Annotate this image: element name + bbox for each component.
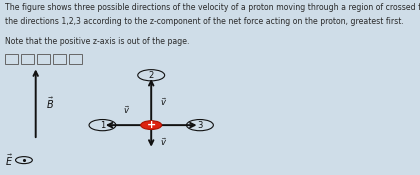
Text: The figure shows three possible directions of the velocity of a proton moving th: The figure shows three possible directio… [5, 4, 420, 12]
Text: $\vec{E}$: $\vec{E}$ [5, 152, 13, 168]
Text: Note that the positive z-axis is out of the page.: Note that the positive z-axis is out of … [5, 37, 189, 46]
Text: +: + [147, 120, 156, 130]
Bar [5, 54, 18, 64]
Bar [69, 54, 82, 64]
Text: $\vec{B}$: $\vec{B}$ [46, 96, 54, 111]
Text: $\vec{v}$: $\vec{v}$ [160, 136, 167, 148]
Text: 1: 1 [100, 121, 105, 130]
Text: 3: 3 [197, 121, 202, 130]
Text: 2: 2 [149, 71, 154, 80]
Text: $\vec{v}$: $\vec{v}$ [123, 104, 130, 116]
Circle shape [141, 121, 162, 130]
Text: the directions 1,2,3 according to the z-component of the net force acting on the: the directions 1,2,3 according to the z-… [5, 18, 404, 26]
Bar [21, 54, 34, 64]
Text: $\vec{v}$: $\vec{v}$ [160, 96, 168, 107]
Bar [53, 54, 66, 64]
Bar [37, 54, 50, 64]
